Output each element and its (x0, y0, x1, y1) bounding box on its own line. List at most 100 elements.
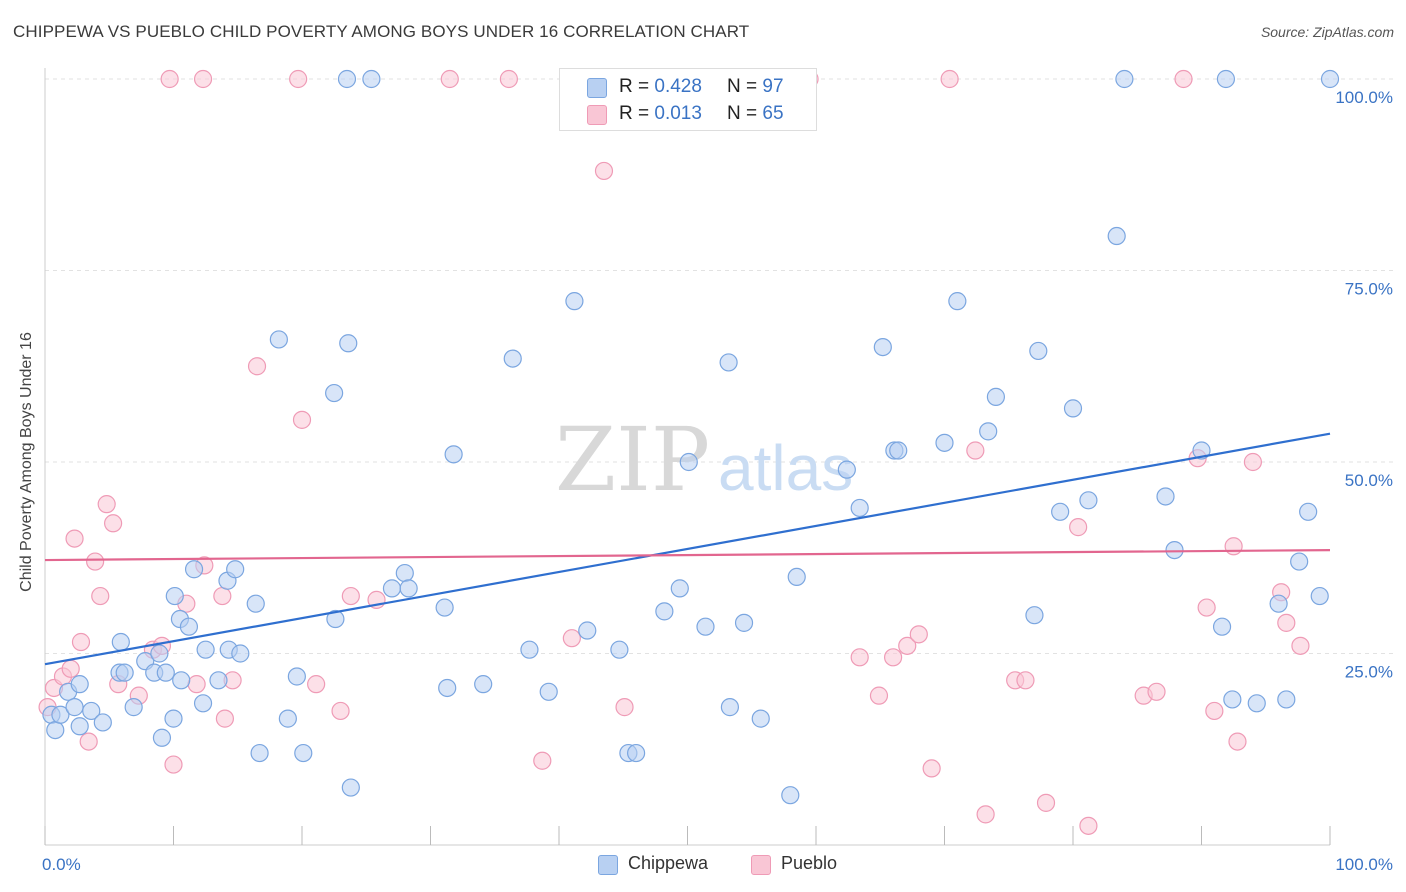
pueblo-point (1224, 537, 1243, 556)
chippewa-point (395, 563, 414, 583)
chippewa-point (269, 330, 288, 349)
chippewa-point (341, 778, 360, 797)
chippewa-point (150, 644, 169, 663)
pueblo-point (193, 69, 213, 89)
tick-labels: 25.0% 50.0% 75.0% 100.0% 0.0% 100.0% (42, 88, 1393, 874)
chippewa-point (1029, 341, 1048, 361)
chippewa-point (837, 460, 856, 479)
chippewa-point (948, 292, 967, 311)
chippewa-point (362, 69, 381, 89)
chippewa-point (115, 663, 134, 682)
pueblo-point (1205, 701, 1224, 721)
chippewa-point (520, 640, 539, 659)
chippewa-point (325, 383, 344, 403)
chippewa-point (751, 709, 770, 728)
pueblo-legend-swatch (751, 855, 771, 875)
chippewa-point (1156, 487, 1175, 506)
chippewa-point (873, 338, 892, 357)
pueblo-r-value: 0.013 (654, 103, 702, 124)
pueblo-point (97, 495, 116, 514)
chippewa-point (184, 560, 204, 579)
x-tick-label-min: 0.0% (42, 855, 81, 874)
chippewa-point (152, 728, 172, 747)
chippewa-point (1063, 399, 1083, 418)
chippewa-point (719, 353, 738, 372)
pueblo-point (1174, 69, 1193, 89)
chippewa-point (231, 644, 250, 663)
chippewa-point (172, 671, 191, 690)
pueblo-point (104, 514, 123, 533)
pueblo-point (1147, 682, 1166, 701)
pueblo-point (562, 629, 581, 648)
n-label: N = (727, 103, 758, 124)
chippewa-point (444, 445, 463, 464)
pueblo-point (850, 648, 869, 667)
chippewa-point (787, 567, 806, 587)
chippewa-point (246, 594, 265, 613)
chippewa-point (679, 452, 698, 472)
pueblo-point (869, 686, 889, 705)
chippewa-points (42, 69, 1340, 805)
pueblo-point (594, 161, 614, 181)
chippewa-point (889, 441, 908, 460)
pueblo-point (61, 659, 80, 678)
chippewa-point (670, 579, 689, 598)
chippewa-point (65, 698, 84, 717)
chippewa-point (196, 640, 215, 659)
chippewa-point (337, 69, 357, 89)
chippewa-point (1107, 226, 1126, 246)
chippewa-point (1277, 690, 1296, 709)
stats-legend: R = 0.428 N = 97 R = 0.013 N = 65 (559, 68, 817, 131)
chippewa-swatch (587, 78, 607, 98)
y-tick-label: 25.0% (1345, 663, 1393, 682)
pueblo-point (65, 529, 84, 548)
chippewa-point (696, 617, 715, 636)
y-tick-label: 100.0% (1335, 88, 1393, 107)
pueblo-trend-line (44, 548, 1331, 562)
chippewa-point (720, 698, 740, 717)
chippewa-point (51, 705, 70, 724)
chippewa-point (979, 422, 998, 441)
chippewa-point (1115, 69, 1134, 89)
chippewa-point (565, 292, 584, 311)
pueblo-point (615, 698, 634, 717)
chippewa-point (111, 632, 130, 652)
chippewa-point (294, 743, 313, 763)
pueblo-point (1228, 732, 1247, 751)
pueblo-point (976, 805, 995, 824)
chippewa-point (1212, 617, 1232, 636)
chippewa-point (438, 678, 457, 698)
chippewa-point (70, 717, 89, 736)
chart-title: CHIPPEWA VS PUEBLO CHILD POVERTY AMONG B… (13, 22, 750, 41)
pueblo-point (289, 69, 308, 89)
chippewa-point (382, 579, 402, 598)
chippewa-point (935, 433, 954, 452)
pueblo-point (1016, 671, 1035, 690)
pueblo-n-value: 65 (762, 103, 784, 124)
trend-lines (44, 432, 1331, 666)
pueblo-point (292, 410, 312, 429)
pueblo-point (160, 69, 179, 89)
chippewa-legend-label: Chippewa (628, 853, 709, 873)
pueblo-point (1069, 518, 1088, 537)
pueblo-point (499, 69, 518, 89)
source-credit: Source: ZipAtlas.com (1260, 24, 1394, 40)
pueblo-point (1197, 598, 1216, 617)
chippewa-point (193, 694, 213, 713)
chippewa-point (578, 621, 597, 640)
chippewa-legend-swatch (598, 855, 618, 875)
y-tick-label: 50.0% (1345, 471, 1393, 490)
chippewa-point (179, 617, 199, 636)
pueblo-point (187, 675, 206, 694)
chippewa-point (1290, 552, 1309, 571)
pueblo-point (213, 586, 232, 606)
pueblo-point (341, 586, 360, 606)
chippewa-point (1051, 502, 1070, 521)
chippewa-point (1320, 69, 1340, 89)
chippewa-point (539, 682, 558, 701)
x-tick-label-max: 100.0% (1335, 855, 1393, 874)
chippewa-point (503, 349, 522, 368)
chippewa-point (1269, 594, 1288, 613)
chippewa-point (474, 675, 493, 694)
